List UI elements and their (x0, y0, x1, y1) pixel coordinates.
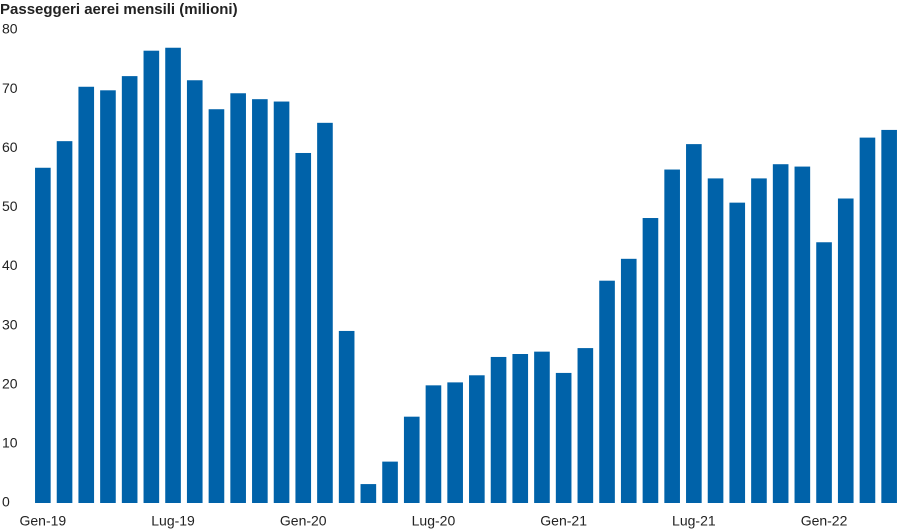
bar (56, 141, 73, 503)
y-tick-label: 70 (2, 80, 18, 96)
bar (78, 86, 95, 503)
x-tick-label: Gen-20 (280, 513, 327, 529)
y-tick-label: 50 (2, 198, 18, 214)
bar (317, 122, 333, 504)
bar (447, 382, 463, 503)
bar (208, 109, 225, 503)
bar (338, 330, 355, 503)
bar (642, 218, 659, 503)
bar (425, 385, 442, 503)
bar (230, 93, 246, 504)
x-tick-label: Lug-21 (672, 513, 716, 529)
y-tick-label: 60 (2, 139, 18, 155)
bar (620, 258, 637, 503)
bar (273, 101, 290, 503)
bar (664, 169, 680, 503)
bar (165, 47, 181, 504)
bar (252, 99, 268, 504)
bar (555, 372, 572, 503)
bar (859, 137, 876, 504)
bar (295, 152, 312, 504)
bar (881, 129, 897, 503)
bar (794, 166, 811, 504)
bar (35, 167, 51, 504)
bar (707, 178, 724, 503)
bar (403, 416, 420, 503)
bar (837, 198, 854, 503)
bar (729, 202, 746, 503)
chart-title: Passeggeri aerei mensili (milioni) (0, 1, 238, 18)
y-tick-label: 30 (2, 316, 18, 332)
bar (599, 280, 615, 503)
bar (143, 50, 160, 503)
bar (816, 242, 832, 504)
bar (121, 76, 138, 504)
bar (577, 348, 594, 503)
x-tick-label: Lug-20 (412, 513, 456, 529)
x-tick-label: Gen-22 (801, 513, 848, 529)
y-tick-label: 80 (2, 21, 18, 37)
x-tick-label: Gen-19 (19, 513, 66, 529)
bar (686, 144, 702, 503)
bar (186, 80, 203, 503)
bar (360, 484, 377, 503)
bar (382, 461, 398, 503)
bar (534, 351, 550, 503)
y-tick-label: 0 (2, 494, 10, 510)
x-tick-label: Gen-21 (540, 513, 587, 529)
bar (772, 164, 789, 503)
y-tick-label: 40 (2, 257, 18, 273)
bar (751, 178, 767, 503)
y-tick-label: 20 (2, 375, 18, 391)
y-tick-label: 10 (2, 435, 18, 451)
bar (100, 90, 116, 504)
x-tick-label: Lug-19 (151, 513, 195, 529)
bar (490, 356, 507, 503)
bar (469, 375, 485, 503)
bar (512, 354, 529, 503)
